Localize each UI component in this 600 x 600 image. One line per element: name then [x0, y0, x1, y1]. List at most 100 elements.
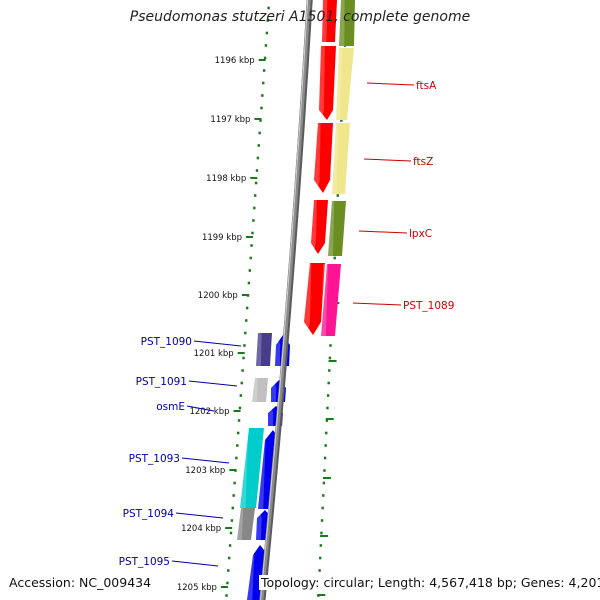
inner-ring-dot [243, 344, 246, 347]
accession-text: Accession: NC_009434 [7, 575, 154, 590]
inner-ring-dot [245, 319, 248, 322]
axis-tick-label: 1198 kbp [206, 174, 246, 184]
gene-label: ftsA [416, 80, 437, 92]
inner-ring-dot [255, 169, 259, 172]
outer-ring-dot [319, 544, 323, 547]
inner-ring-dot [249, 256, 252, 260]
outer-ring-dot [319, 556, 322, 560]
inner-ring-dot [237, 419, 241, 422]
inner-ring-dot [253, 194, 257, 197]
gene-leader-line [188, 380, 238, 387]
inner-ring-dot [235, 456, 238, 460]
inner-ring-dot [227, 569, 230, 572]
axis-tick-label: 1204 kbp [181, 524, 221, 534]
inner-ring-dot [258, 131, 261, 135]
axis-tick-label: 1202 kbp [189, 407, 229, 417]
gene-label: PST_1090 [141, 336, 192, 348]
axis-tick-label: 1197 kbp [210, 115, 250, 125]
gene-box-navy [256, 333, 272, 366]
gene-leader-line [186, 405, 215, 412]
inner-ring-dot [236, 431, 240, 435]
inner-ring-dot [267, 6, 270, 10]
gene-leader-line [352, 302, 402, 306]
inner-ring-dot [257, 144, 260, 147]
gene-leader-line [193, 340, 242, 347]
inner-ring-dot [250, 244, 253, 247]
inner-ring-dot [230, 519, 234, 522]
gene-box-gray [237, 508, 255, 540]
outer-ring-dot [322, 494, 325, 497]
outer-ring-dot [325, 431, 328, 435]
axis-tick-label: 1201 kbp [194, 349, 234, 359]
inner-ring-dot [233, 481, 236, 485]
outer-ring-dot [327, 381, 330, 385]
gene-label: PST_1094 [123, 508, 175, 520]
gene-arrow-red [319, 46, 336, 120]
inner-ring-dot [229, 531, 233, 535]
inner-ring-dot [259, 119, 262, 122]
outer-ring-dot [325, 419, 329, 422]
genome-backbone [259, 0, 313, 600]
axis-tick-label: 1205 kbp [177, 583, 217, 593]
gene-label: PST_1091 [136, 376, 187, 388]
inner-ring-dot [262, 81, 265, 85]
inner-ring-dot [242, 356, 245, 360]
gene-label: ftsZ [413, 156, 433, 168]
outer-ring-dot [323, 456, 327, 460]
inner-ring-dot [244, 331, 247, 335]
gene-leader-line [175, 512, 224, 519]
outer-ring-dot [320, 531, 323, 535]
genome-summary-text: Topology: circular; Length: 4,567,418 bp… [259, 575, 600, 590]
outer-ring-dot [323, 469, 326, 472]
gene-leader-line [358, 230, 408, 234]
inner-ring-dot [256, 156, 260, 160]
outer-ring-dot [340, 119, 343, 122]
gene-arrow-red [322, 0, 337, 42]
inner-ring-dot [241, 369, 244, 372]
inner-ring-dot [266, 19, 269, 22]
inner-ring-dot [238, 406, 242, 410]
inner-ring-dot [251, 231, 254, 235]
outer-ring-dot [326, 394, 330, 397]
gene-label: osmE [156, 401, 185, 413]
inner-ring-dot [254, 181, 258, 185]
outer-ring-dot [320, 519, 324, 522]
inner-ring-dot [228, 556, 231, 560]
outer-ring-dot [333, 256, 336, 260]
inner-ring-dot [247, 281, 251, 285]
inner-ring-dot [232, 494, 235, 497]
gene-features [237, 0, 355, 600]
inner-ring-dot [265, 31, 269, 35]
inner-ring-dot [253, 206, 256, 210]
inner-ring-dot [236, 444, 239, 447]
backbone-line [259, 0, 311, 600]
inner-ring-dot [228, 544, 232, 547]
outer-ring-dot [318, 569, 321, 572]
axis-tick-label: 1200 kbp [198, 291, 238, 301]
outer-ring-dot [328, 356, 332, 360]
gene-arrow-red [314, 123, 333, 193]
outer-ring-dot [329, 344, 332, 347]
map-title: Pseudomonas stutzeri A1501, complete gen… [129, 9, 471, 25]
inner-ring-dot [245, 306, 249, 310]
gene-box-olive [328, 201, 346, 256]
inner-ring-dot [239, 394, 243, 397]
inner-ring-dot [264, 44, 268, 47]
gene-box-paleyellow [336, 48, 354, 120]
gene-box-olive [339, 0, 355, 46]
inner-ring-dot [225, 594, 228, 597]
gene-leader-line [181, 457, 230, 464]
inner-ring-dot [260, 106, 263, 110]
inner-ring-dot [231, 506, 234, 510]
outer-ring-dot [324, 444, 327, 447]
gene-box-lightgray [252, 378, 268, 402]
outer-ring-dot [322, 481, 326, 485]
gene-box-paleyellow [332, 123, 350, 194]
inner-ring-dot [226, 581, 229, 585]
gene-label: PST_1089 [403, 300, 454, 312]
gene-leader-line [366, 82, 415, 86]
backbone-highlight [259, 0, 309, 600]
gene-label: lpxC [409, 228, 432, 240]
